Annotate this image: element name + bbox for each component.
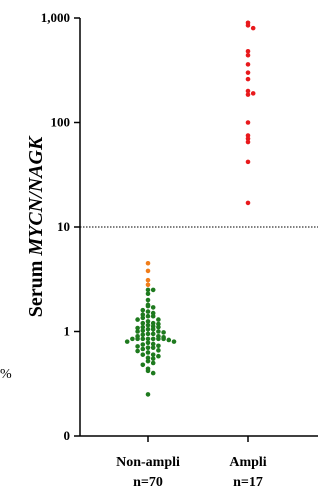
data-point: [246, 120, 251, 125]
data-point: [146, 392, 151, 397]
data-point: [246, 160, 251, 165]
data-point: [146, 350, 151, 355]
data-point: [146, 291, 151, 296]
y-axis-label-italic: MYCN/NAGK: [25, 135, 47, 257]
data-point: [156, 329, 161, 334]
category-n-label: n=70: [133, 475, 163, 490]
data-point: [141, 342, 146, 347]
data-point: [167, 338, 172, 343]
data-point: [151, 356, 156, 361]
data-point: [156, 337, 161, 342]
data-point: [141, 328, 146, 333]
data-point: [146, 278, 151, 283]
data-point: [141, 321, 146, 326]
data-point: [156, 343, 161, 348]
data-point: [141, 363, 146, 368]
data-point: [146, 314, 151, 319]
data-point: [146, 304, 151, 309]
data-point: [146, 261, 151, 266]
data-point: [151, 327, 156, 332]
data-point: [141, 308, 146, 313]
data-point: [146, 269, 151, 274]
data-point: [135, 344, 140, 349]
data-point: [161, 337, 166, 342]
y-axis-label-prefix: Serum: [25, 256, 47, 318]
data-point: [146, 332, 151, 337]
data-points: [125, 20, 256, 396]
data-point: [246, 70, 251, 75]
y-tick-label: 100: [51, 115, 71, 130]
data-point: [246, 62, 251, 67]
data-point: [246, 53, 251, 58]
data-point: [146, 323, 151, 328]
category-label: Ampli: [229, 455, 266, 470]
data-point: [135, 317, 140, 322]
data-point: [156, 354, 161, 359]
data-point: [156, 325, 161, 330]
data-point: [156, 348, 161, 353]
data-point: [161, 330, 166, 335]
y-tick-label: 10: [57, 219, 70, 234]
data-point: [246, 49, 251, 54]
y-axis-label: Serum MYCN/NAGK: [25, 135, 47, 317]
data-point: [151, 352, 156, 357]
edge-glyph: %: [0, 367, 12, 382]
data-point: [141, 316, 146, 321]
data-point: [135, 349, 140, 354]
data-point: [141, 347, 146, 352]
data-point: [146, 309, 151, 314]
data-point: [246, 201, 251, 206]
data-point: [151, 361, 156, 366]
data-point: [146, 369, 151, 374]
data-point: [151, 345, 156, 350]
data-point: [146, 282, 151, 287]
y-tick-label: 1: [64, 324, 71, 339]
data-point: [151, 371, 156, 376]
data-point: [156, 317, 161, 322]
data-point: [251, 26, 256, 31]
data-point: [125, 339, 130, 344]
data-point: [246, 77, 251, 82]
category-n-label: n=17: [233, 475, 263, 490]
y-tick-label: 1,000: [41, 10, 70, 25]
data-point: [146, 359, 151, 364]
data-point: [151, 332, 156, 337]
data-point: [151, 288, 156, 293]
data-point: [146, 345, 151, 350]
data-point: [246, 92, 251, 97]
data-point: [141, 352, 146, 357]
data-point: [135, 337, 140, 342]
data-point: [251, 91, 256, 96]
data-point: [130, 337, 135, 342]
data-point: [135, 329, 140, 334]
data-point: [151, 337, 156, 342]
data-point: [172, 339, 177, 344]
data-point: [246, 140, 251, 145]
data-point: [141, 337, 146, 342]
category-label: Non-ampli: [116, 455, 180, 470]
data-point: [141, 332, 146, 337]
data-point: [246, 23, 251, 28]
y-tick-label: 0: [64, 428, 71, 443]
data-point: [146, 327, 151, 332]
data-point: [146, 340, 151, 345]
data-point: [146, 298, 151, 303]
data-point: [151, 305, 156, 310]
data-point: [151, 314, 156, 319]
